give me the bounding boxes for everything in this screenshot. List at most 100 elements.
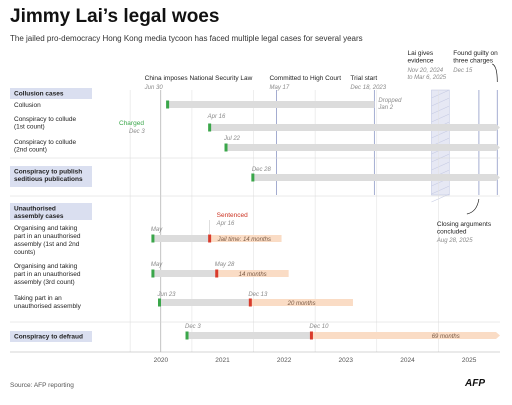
page-title: Jimmy Lai’s legal woes (10, 6, 220, 27)
end-note: Jan 2 (377, 105, 393, 111)
event-date: May 17 (269, 85, 289, 91)
start-date: May (151, 262, 163, 268)
page-subtitle: The jailed pro-democracy Hong Kong media… (10, 34, 363, 43)
source-note: Source: AFP reporting (10, 382, 74, 389)
sentence-marker (215, 269, 219, 278)
sentence-length: 69 months (432, 334, 460, 340)
category-label: Collusion cases (14, 91, 64, 98)
category-label: Conspiracy to publish (14, 169, 82, 176)
event-label: Committed to High Court (269, 75, 341, 82)
sentence-marker (208, 234, 212, 243)
event-date: Dec 18, 2023 (350, 85, 386, 91)
event-label: Found guilty on (453, 50, 498, 57)
row-label: Conspiracy to collude (14, 116, 77, 123)
event-date: Dec 15 (453, 68, 473, 74)
category-label: assembly cases (14, 213, 64, 220)
charge-marker (166, 100, 170, 109)
category-label: seditious publications (14, 176, 83, 183)
category-header (10, 88, 92, 99)
charge-marker (224, 143, 228, 152)
charge-marker (158, 298, 162, 307)
case-bar (167, 101, 375, 108)
evidence-band-hatch (431, 185, 450, 195)
event-date: Jun 30 (144, 85, 164, 91)
row-label: part in an unauthorised (14, 271, 81, 278)
sentence-date: Dec 10 (309, 324, 329, 330)
row-label: assembly (1st and 2nd (14, 241, 80, 248)
start-date: Jun 23 (157, 292, 177, 298)
sentence-bar (250, 299, 353, 306)
row-label: (2nd count) (14, 147, 47, 154)
afp-logo: AFP (465, 378, 485, 389)
row-label: Organising and taking (14, 225, 78, 232)
evidence-band-hatch (431, 97, 450, 107)
category-header (10, 166, 92, 187)
category-label: Conspiracy to defraud (14, 334, 83, 341)
event-label: concluded (437, 229, 467, 236)
event-label: Trial start (350, 75, 377, 82)
sentence-bar (216, 270, 289, 277)
evidence-band-hatch (431, 105, 450, 115)
sentence-length: 20 months (287, 301, 316, 307)
category-header (10, 203, 92, 220)
start-date: May (151, 227, 163, 233)
case-bar (152, 270, 217, 277)
x-tick-label: 2020 (154, 357, 169, 364)
sentence-bar (311, 332, 500, 339)
sentence-bar (209, 235, 282, 242)
charge-marker (208, 123, 212, 132)
event-label: Lai gives (407, 50, 433, 57)
event-label: evidence (407, 58, 433, 65)
sentenced-label: Sentenced (217, 212, 248, 219)
sentence-marker (248, 298, 252, 307)
x-tick-label: 2023 (338, 357, 353, 364)
event-label: Closing arguments (437, 221, 492, 228)
sentence-length: Jail time: 14 months (217, 237, 271, 243)
row-label: part in an unauthorised (14, 233, 81, 240)
x-tick-label: 2024 (400, 357, 415, 364)
event-date: Aug 28, 2025 (436, 238, 473, 244)
event-date: Nov 20, 2024 (407, 68, 443, 74)
row-label: assembly (3rd count) (14, 279, 75, 286)
case-bar (159, 299, 251, 306)
event-arrow (466, 198, 480, 215)
category-label: Unauthorised (14, 206, 56, 213)
case-bar (187, 332, 312, 339)
charge-marker (251, 173, 255, 182)
start-date: Jul 22 (223, 136, 241, 142)
charge-marker (151, 269, 155, 278)
evidence-band-hatch (431, 129, 450, 139)
evidence-band-hatch (431, 193, 450, 203)
row-label: Taking part in an (14, 295, 62, 302)
case-bar (252, 174, 500, 181)
charge-marker (185, 331, 189, 340)
case-bar (152, 235, 210, 242)
case-bar (226, 144, 500, 151)
row-label: (1st count) (14, 124, 45, 131)
event-label: three charges (453, 58, 493, 65)
sentence-date: Dec 13 (248, 292, 268, 298)
sentence-marker (309, 331, 313, 340)
start-date: Dec 28 (252, 167, 272, 173)
row-label: counts) (14, 249, 35, 256)
x-tick-label: 2022 (277, 357, 292, 364)
event-label: China imposes National Security Law (145, 75, 253, 82)
start-date: Dec 3 (185, 324, 201, 330)
row-label: unauthorised assembly (14, 303, 82, 310)
charged-label: Charged (119, 120, 144, 127)
row-label: Organising and taking (14, 263, 78, 270)
sentence-date: May 28 (215, 262, 235, 268)
row-label: Collusion (14, 102, 41, 109)
event-arrow (492, 63, 498, 83)
evidence-band-hatch (431, 113, 450, 123)
charge-marker (151, 234, 155, 243)
case-bar (209, 124, 501, 131)
start-date: Apr 16 (207, 114, 226, 120)
evidence-band-hatch (431, 161, 450, 171)
category-header (10, 331, 92, 342)
x-tick-label: 2021 (215, 357, 230, 364)
event-date: to Mar 6, 2025 (407, 75, 446, 81)
x-tick-label: 2025 (462, 357, 477, 364)
sentence-length: 14 months (239, 272, 267, 278)
